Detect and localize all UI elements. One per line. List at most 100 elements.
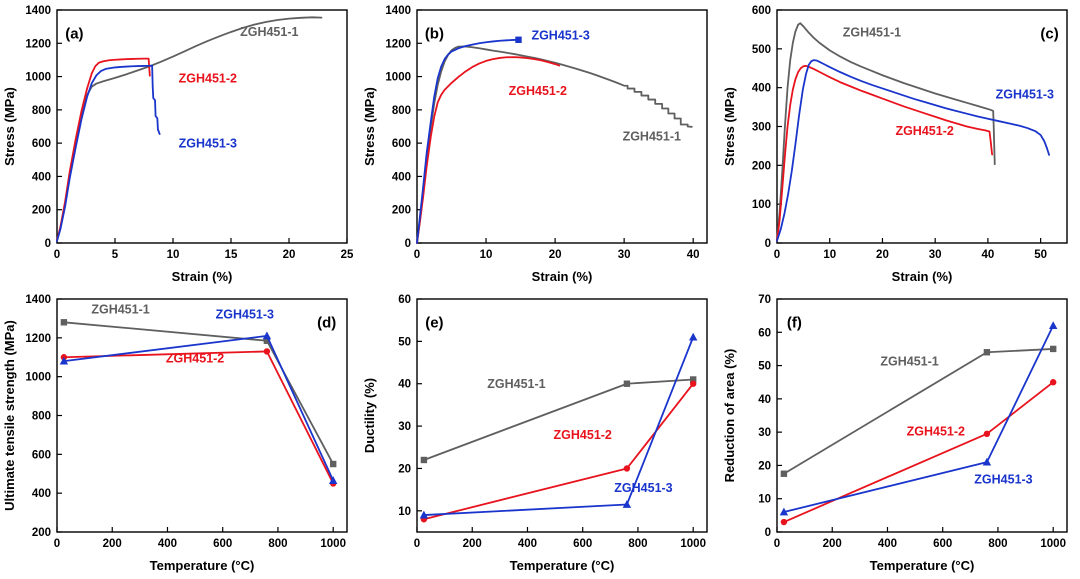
- svg-text:0: 0: [765, 238, 771, 250]
- svg-text:70: 70: [758, 294, 771, 306]
- svg-text:20: 20: [876, 249, 889, 261]
- svg-text:Temperature (°C): Temperature (°C): [510, 558, 615, 573]
- chart-b-stress-strain: 0 10 20 30 400200400600800100012001400Strain…: [360, 0, 720, 289]
- svg-text:ZGH451-3: ZGH451-3: [974, 473, 1032, 487]
- svg-text:800: 800: [628, 538, 647, 550]
- svg-text:Temperature (°C): Temperature (°C): [150, 558, 255, 573]
- svg-text:600: 600: [32, 449, 51, 461]
- svg-text:60: 60: [758, 327, 771, 339]
- svg-text:Ultimate tensile strength (MPa: Ultimate tensile strength (MPa): [2, 320, 17, 511]
- svg-text:800: 800: [988, 538, 1007, 550]
- svg-text:40: 40: [758, 394, 771, 406]
- svg-text:Stress (MPa): Stress (MPa): [722, 87, 737, 166]
- svg-text:ZGH451-2: ZGH451-2: [509, 84, 567, 98]
- svg-text:1000: 1000: [25, 72, 51, 84]
- svg-text:ZGH451-3: ZGH451-3: [614, 481, 672, 495]
- svg-text:0: 0: [765, 527, 771, 539]
- svg-text:1200: 1200: [25, 38, 51, 50]
- svg-text:(e): (e): [425, 314, 443, 331]
- svg-text:800: 800: [392, 105, 411, 117]
- svg-text:(b): (b): [425, 25, 444, 42]
- svg-text:ZGH451-3: ZGH451-3: [216, 307, 274, 321]
- svg-text:ZGH451-1: ZGH451-1: [240, 25, 298, 39]
- svg-text:1200: 1200: [25, 333, 51, 345]
- svg-text:600: 600: [213, 538, 232, 550]
- svg-text:200: 200: [32, 205, 51, 217]
- panel-e-ductility: 0 200 400 600 800 1000 10 20 30 40 50 60 Temperature…: [360, 289, 720, 579]
- svg-text:0: 0: [54, 538, 60, 550]
- svg-text:ZGH451-2: ZGH451-2: [554, 428, 612, 442]
- svg-text:(c): (c): [1040, 25, 1058, 42]
- svg-text:0: 0: [45, 238, 51, 250]
- svg-text:1000: 1000: [25, 372, 51, 384]
- svg-text:400: 400: [392, 171, 411, 183]
- svg-text:30: 30: [929, 249, 942, 261]
- svg-text:10: 10: [823, 249, 836, 261]
- svg-text:5: 5: [112, 249, 119, 261]
- svg-text:ZGH451-1: ZGH451-1: [623, 130, 681, 144]
- svg-text:400: 400: [32, 488, 51, 500]
- svg-text:0: 0: [54, 249, 60, 261]
- svg-text:60: 60: [398, 294, 411, 306]
- svg-text:ZGH451-2: ZGH451-2: [166, 352, 224, 366]
- svg-text:800: 800: [268, 538, 287, 550]
- svg-text:ZGH451-1: ZGH451-1: [880, 355, 938, 369]
- svg-text:200: 200: [32, 527, 51, 539]
- svg-text:(f): (f): [787, 314, 802, 331]
- panel-b-stress-strain: 0 10 20 30 40 0 200 400 600 800 1000 1200 1400 Strain…: [360, 0, 720, 289]
- svg-text:200: 200: [103, 538, 122, 550]
- svg-text:10: 10: [480, 249, 493, 261]
- svg-text:30: 30: [398, 421, 411, 433]
- svg-text:Strain (%): Strain (%): [892, 269, 953, 284]
- panel-a-stress-strain: 0 5 10 15 20 25 0 200 400 600 800 1000 1200 1400 Strai…: [0, 0, 360, 289]
- svg-text:600: 600: [933, 538, 952, 550]
- svg-text:1000: 1000: [680, 538, 706, 550]
- svg-text:ZGH451-1: ZGH451-1: [91, 303, 149, 317]
- svg-text:10: 10: [167, 249, 180, 261]
- panel-d-ultimate-tensile-strength: 0 200 400 600 800 1000 200 400 600 800 1000 1200 140…: [0, 289, 360, 579]
- svg-text:100: 100: [752, 199, 771, 211]
- panel-c-stress-strain: 0 10 20 30 40 50 0 100 200 300 400 500 600 Strain (%)…: [720, 0, 1080, 289]
- svg-text:50: 50: [1034, 249, 1047, 261]
- svg-text:Stress (MPa): Stress (MPa): [362, 87, 377, 166]
- svg-text:1400: 1400: [25, 5, 51, 17]
- svg-text:40: 40: [982, 249, 995, 261]
- svg-text:Temperature (°C): Temperature (°C): [870, 558, 975, 573]
- svg-text:ZGH451-3: ZGH451-3: [531, 29, 589, 43]
- svg-text:(a): (a): [65, 25, 83, 42]
- svg-text:0: 0: [414, 249, 420, 261]
- svg-text:15: 15: [225, 249, 238, 261]
- svg-text:20: 20: [758, 460, 771, 472]
- svg-text:0: 0: [774, 538, 780, 550]
- svg-text:200: 200: [823, 538, 842, 550]
- svg-text:ZGH451-1: ZGH451-1: [487, 377, 545, 391]
- svg-text:0: 0: [414, 538, 420, 550]
- chart-e-ductility-vs-temperature: 0 200 400 600 800 1000 10 20 30 40 50 60 Temperature…: [360, 289, 720, 578]
- svg-text:300: 300: [752, 122, 771, 134]
- svg-text:40: 40: [398, 379, 411, 391]
- svg-text:0: 0: [774, 249, 780, 261]
- svg-text:500: 500: [752, 44, 771, 56]
- svg-text:20: 20: [398, 463, 411, 475]
- svg-text:Ductility (%): Ductility (%): [362, 378, 377, 453]
- svg-text:200: 200: [752, 160, 771, 172]
- svg-text:400: 400: [752, 83, 771, 95]
- svg-text:600: 600: [752, 5, 771, 17]
- svg-text:20: 20: [549, 249, 562, 261]
- svg-text:0: 0: [405, 238, 411, 250]
- panel-f-reduction-of-area: 0 200 400 600 800 1000 0 10 20 30 40 50 60 70 Temperat…: [720, 289, 1080, 579]
- svg-text:ZGH451-2: ZGH451-2: [179, 71, 237, 85]
- svg-text:1200: 1200: [385, 38, 411, 50]
- svg-text:400: 400: [518, 538, 537, 550]
- svg-text:10: 10: [758, 494, 771, 506]
- svg-text:400: 400: [878, 538, 897, 550]
- svg-text:ZGH451-3: ZGH451-3: [179, 136, 237, 150]
- svg-text:(d): (d): [317, 314, 336, 331]
- svg-text:600: 600: [32, 138, 51, 150]
- chart-f-reduction-of-area-vs-temperature: 0 200 400 600 800 1000 0 10 20 30 40 50 60 70 Temperat…: [720, 289, 1080, 578]
- svg-text:40: 40: [687, 249, 700, 261]
- svg-text:400: 400: [32, 171, 51, 183]
- svg-text:Reduction of area (%): Reduction of area (%): [722, 349, 737, 483]
- svg-text:ZGH451-1: ZGH451-1: [843, 25, 901, 39]
